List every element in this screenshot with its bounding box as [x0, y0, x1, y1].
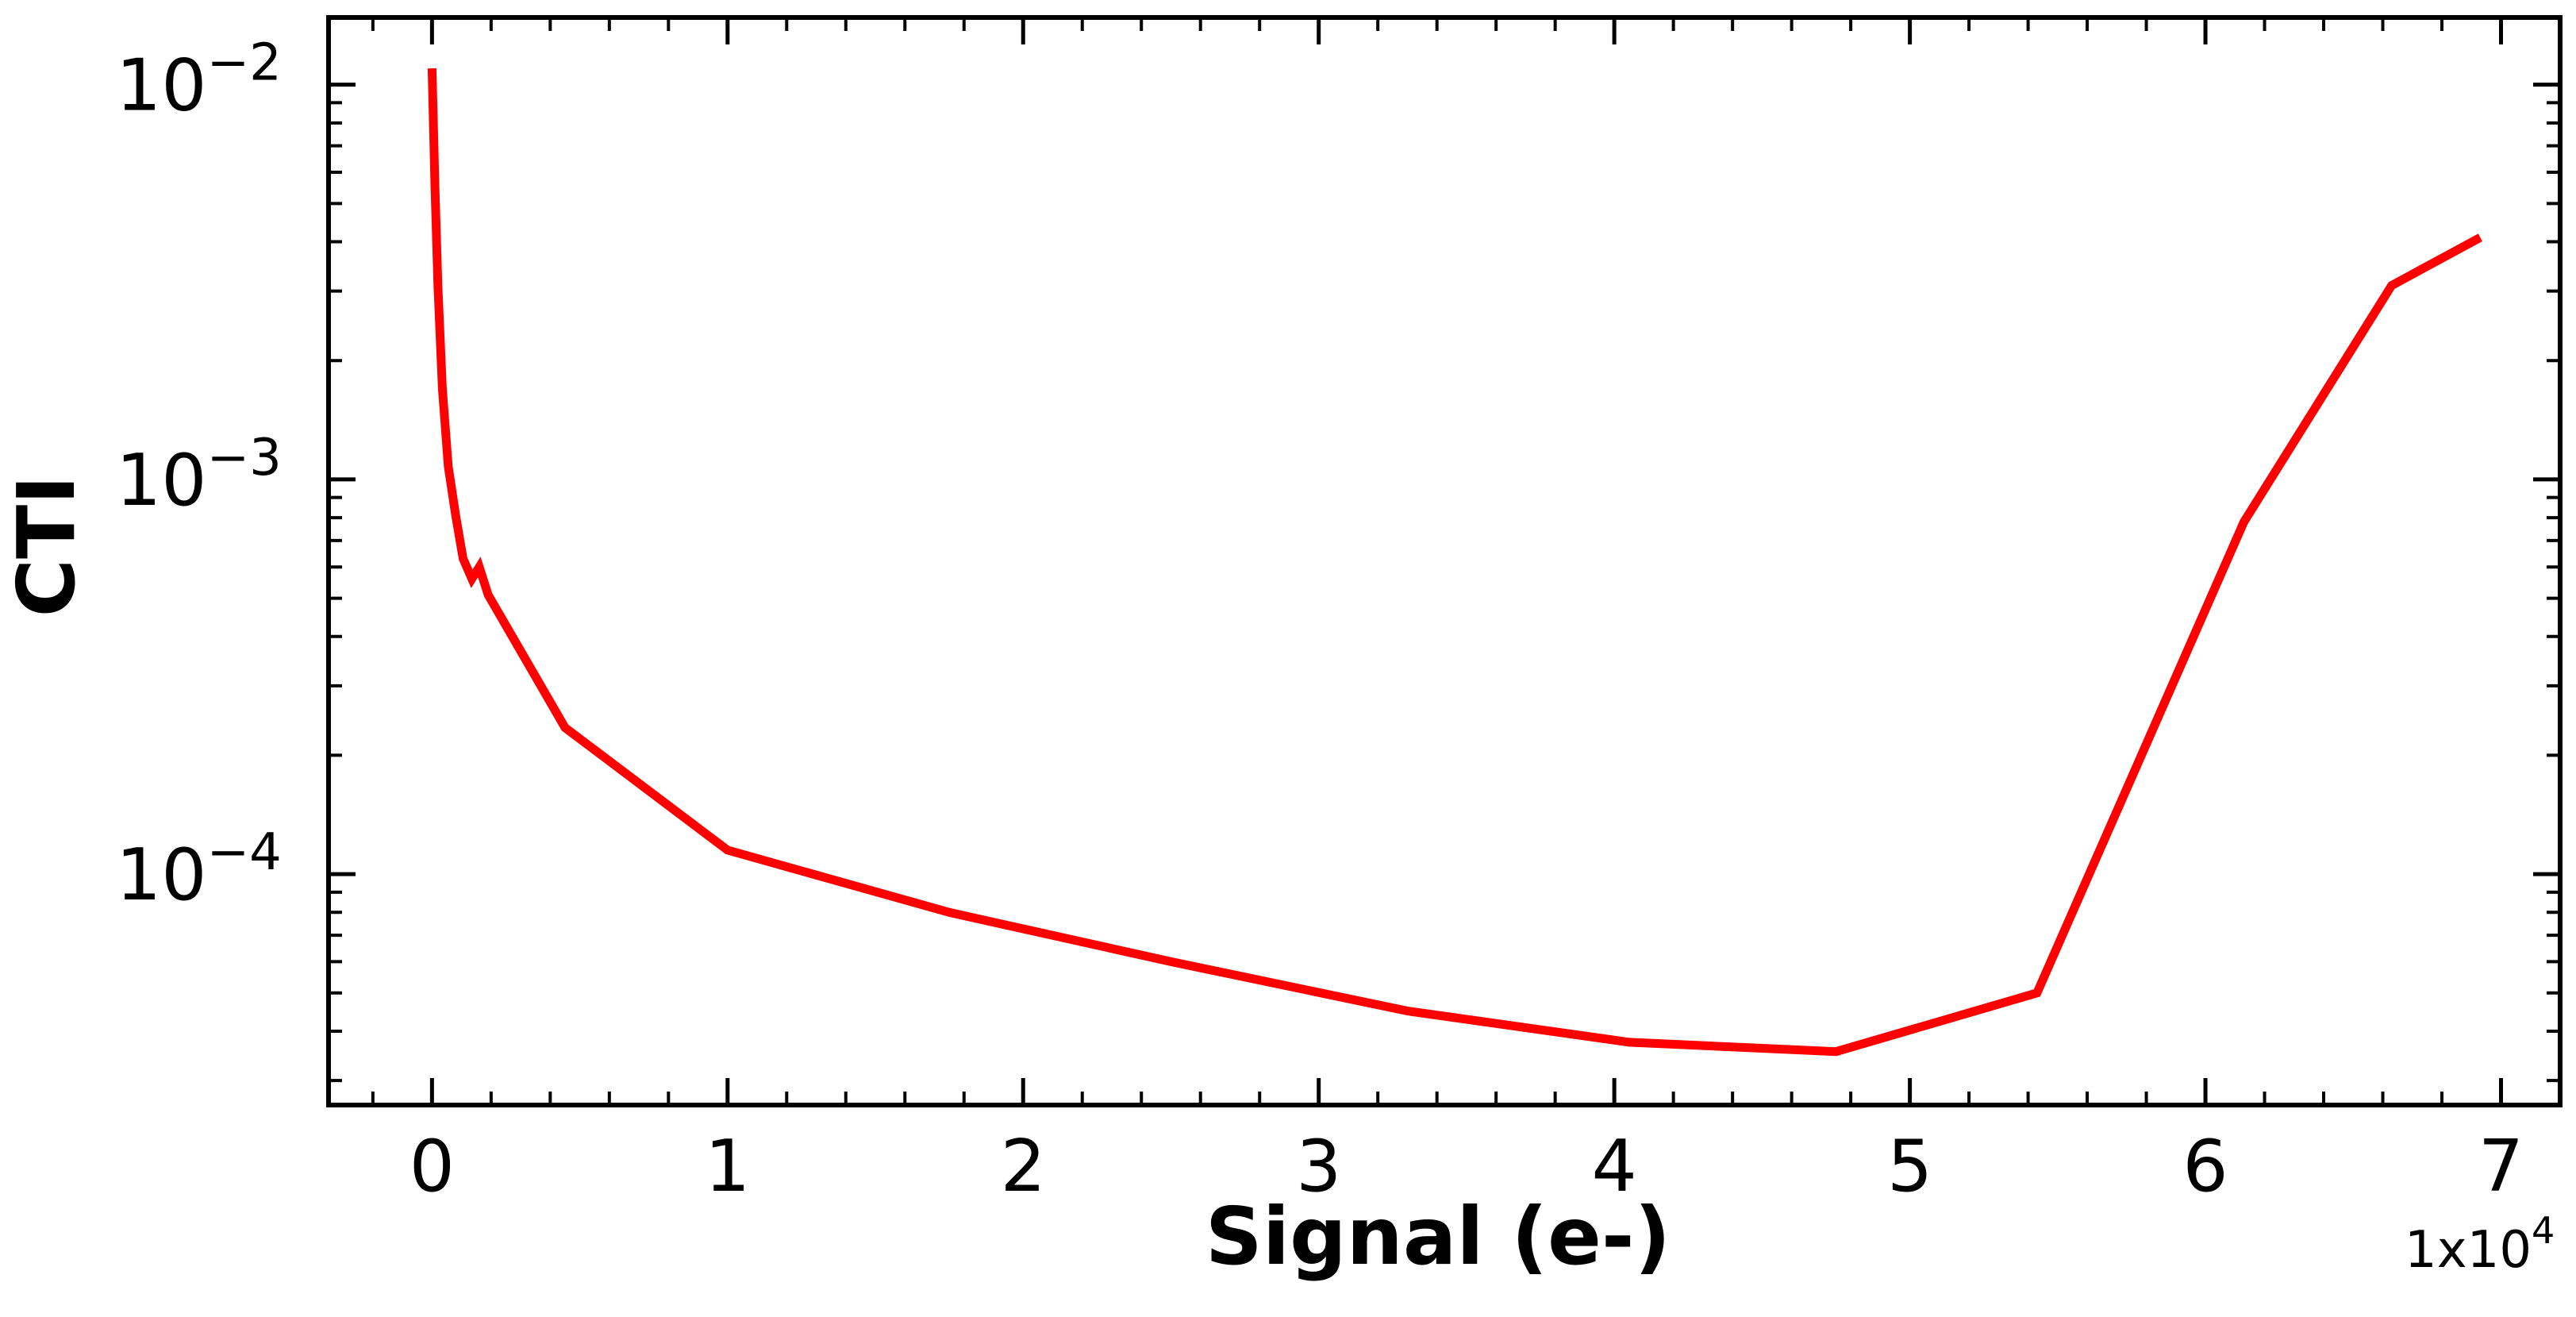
y-tick-labels: 10−210−310−4 — [116, 34, 282, 917]
x-axis-multiplier: 1x104 — [2405, 1209, 2555, 1280]
x-tick-label: 5 — [1887, 1125, 1932, 1208]
y-tick-label-base: 10 — [116, 834, 207, 917]
y-tick-label: 10−2 — [116, 34, 282, 128]
x-tick-label: 3 — [1296, 1125, 1341, 1208]
x-axis-title: Signal (e-) — [1205, 1190, 1671, 1283]
y-tick-label-exponent: −3 — [207, 429, 282, 487]
y-tick-label: 10−3 — [116, 429, 282, 522]
y-tick-label-exponent: −2 — [207, 34, 282, 93]
plot-frame — [326, 15, 2563, 1107]
x-tick-label: 2 — [1001, 1125, 1046, 1208]
x-axis-multiplier-exponent: 4 — [2532, 1209, 2555, 1252]
x-tick-labels: 0 1 2 3 4 5 6 7 — [409, 1125, 2524, 1208]
x-tick-label: 1 — [705, 1125, 750, 1208]
series-layer — [427, 67, 2483, 1057]
major-ticks — [329, 17, 2560, 1105]
y-axis-title: CTI — [0, 476, 93, 618]
y-tick-label: 10−4 — [116, 823, 282, 917]
x-axis-multiplier-base: 1x10 — [2405, 1221, 2532, 1280]
series-line — [427, 67, 2483, 1057]
x-tick-label: 4 — [1592, 1125, 1637, 1208]
y-tick-label-exponent: −4 — [207, 823, 282, 882]
x-tick-label: 7 — [2478, 1125, 2524, 1208]
y-tick-label-base: 10 — [116, 439, 207, 522]
x-tick-label: 0 — [409, 1125, 455, 1208]
x-tick-label: 6 — [2182, 1125, 2228, 1208]
y-tick-label-base: 10 — [116, 44, 207, 128]
